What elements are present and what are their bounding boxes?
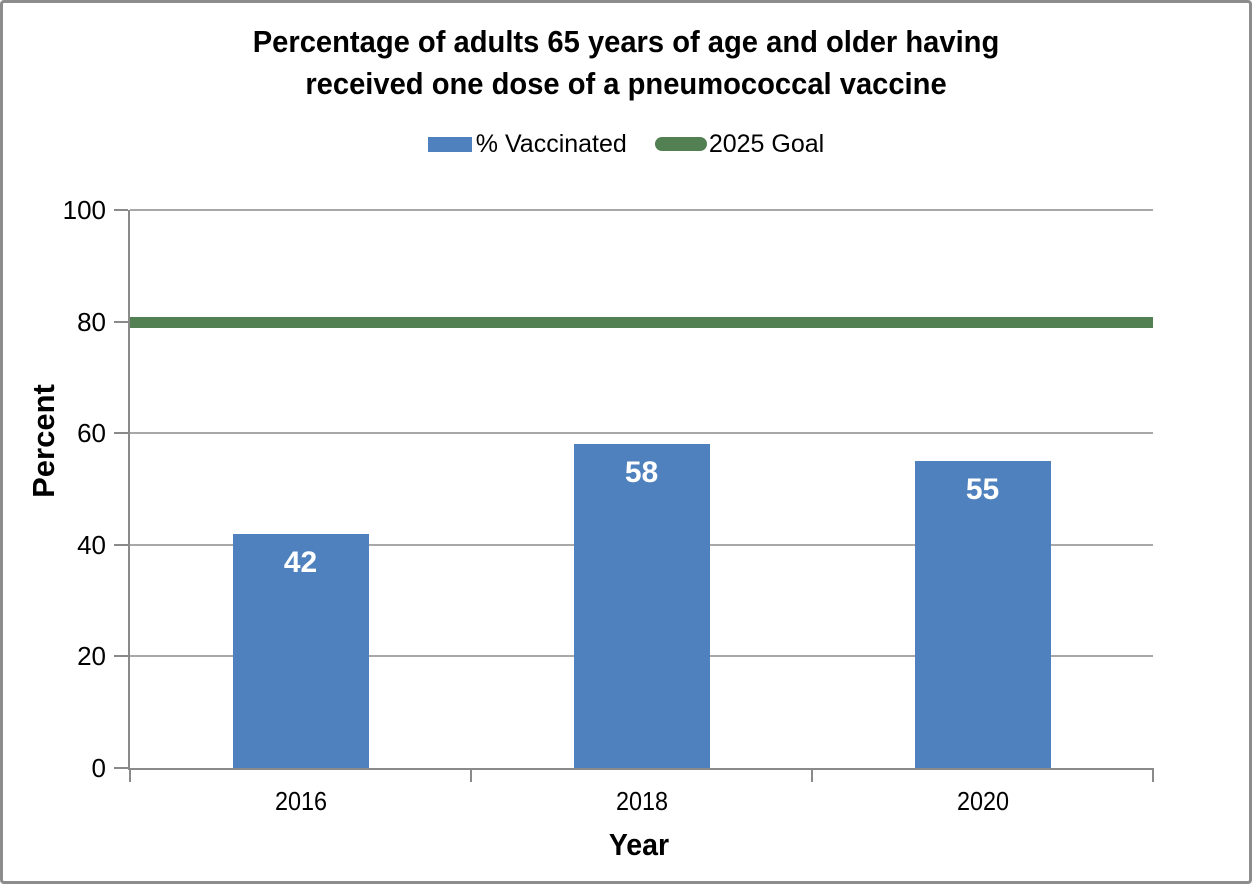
bar-2020: 55 xyxy=(914,461,1051,768)
x-tick-mark-3 xyxy=(1152,768,1154,782)
legend-line-swatch-icon xyxy=(654,137,707,151)
x-tick-mark-0 xyxy=(129,768,131,782)
y-tick-label-20: 20 xyxy=(77,641,106,672)
x-tick-label-2020: 2020 xyxy=(956,786,1009,816)
legend-label-vaccinated: % Vaccinated xyxy=(475,129,627,158)
legend-bar-swatch-icon xyxy=(427,136,472,152)
y-tick-mark-60 xyxy=(114,432,128,435)
chart-title: Percentage of adults 65 years of age and… xyxy=(40,21,1211,105)
x-tick-label-2016: 2016 xyxy=(274,786,327,816)
legend-item-goal: 2025 Goal xyxy=(654,129,825,159)
chart-legend: % Vaccinated 2025 Goal xyxy=(3,127,1249,161)
bar-value-label-2020: 55 xyxy=(965,473,1000,507)
bar-2018: 58 xyxy=(573,444,710,768)
y-tick-mark-80 xyxy=(114,320,128,323)
legend-label-goal: 2025 Goal xyxy=(708,129,825,158)
x-tick-label-2018: 2018 xyxy=(615,786,668,816)
y-tick-label-0: 0 xyxy=(91,753,106,783)
y-tick-mark-0 xyxy=(114,767,128,769)
y-tick-label-60: 60 xyxy=(77,418,106,449)
bar-2016: 42 xyxy=(232,533,369,768)
bar-value-label-2018: 58 xyxy=(624,456,659,490)
chart-title-line-2: received one dose of a pneumococcal vacc… xyxy=(305,66,947,101)
chart-title-line-1: Percentage of adults 65 years of age and… xyxy=(252,24,1000,59)
x-tick-mark-2 xyxy=(811,768,813,782)
y-tick-label-40: 40 xyxy=(77,529,106,560)
gridline-100 xyxy=(130,209,1153,211)
y-tick-mark-20 xyxy=(114,655,128,658)
bar-value-label-2016: 42 xyxy=(283,545,318,579)
y-tick-mark-40 xyxy=(114,543,128,546)
y-tick-label-100: 100 xyxy=(62,195,106,225)
gridline-60 xyxy=(130,432,1153,435)
y-tick-mark-100 xyxy=(114,209,128,211)
y-tick-label-80: 80 xyxy=(77,306,106,337)
legend-item-vaccinated: % Vaccinated xyxy=(427,129,627,159)
goal-line xyxy=(130,316,1153,328)
x-axis-title: Year xyxy=(608,827,670,862)
y-axis-title: Percent xyxy=(26,384,61,498)
x-tick-mark-1 xyxy=(470,768,472,782)
plot-area: 0 20 40 60 80 100 42 2016 58 2018 55 2020 xyxy=(63,195,1154,816)
